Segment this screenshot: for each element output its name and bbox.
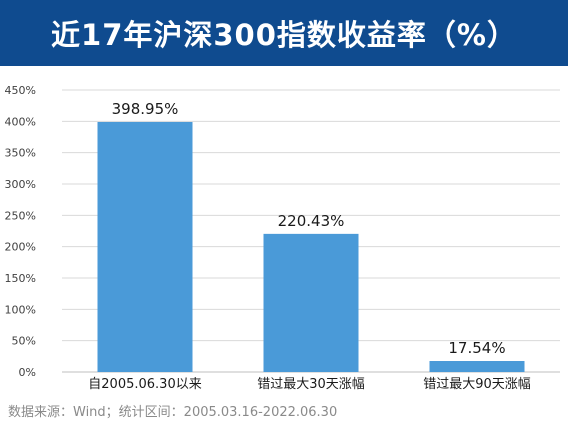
x-axis-categories: 自2005.06.30以来 错过最大30天涨幅 错过最大90天涨幅 bbox=[88, 377, 530, 392]
bar bbox=[97, 121, 193, 372]
y-tick-label: 300% bbox=[5, 178, 36, 191]
chart-title-bar: 近17年沪深300指数收益率（%） bbox=[0, 0, 568, 66]
data-label: 17.54% bbox=[448, 339, 505, 357]
chart-title: 近17年沪深300指数收益率（%） bbox=[51, 18, 517, 52]
bar bbox=[429, 361, 525, 372]
y-tick-label: 100% bbox=[5, 303, 36, 316]
data-label: 398.95% bbox=[112, 100, 179, 118]
y-tick-label: 200% bbox=[5, 241, 36, 254]
data-labels: 398.95% 220.43% 17.54% bbox=[112, 100, 506, 357]
category-label: 自2005.06.30以来 bbox=[88, 377, 201, 392]
bar bbox=[263, 233, 359, 372]
y-tick-label: 0% bbox=[19, 366, 36, 379]
y-axis-ticks: 0% 50% 100% 150% 200% 250% 300% 350% 400% 450% bbox=[5, 84, 36, 379]
bar-chart: 0% 50% 100% 150% 200% 250% 300% 350% 400% 450% 39… bbox=[5, 84, 560, 392]
y-tick-label: 350% bbox=[5, 147, 36, 160]
y-tick-label: 400% bbox=[5, 115, 36, 128]
category-label: 错过最大90天涨幅 bbox=[423, 377, 531, 392]
y-tick-label: 250% bbox=[5, 209, 36, 222]
data-label: 220.43% bbox=[278, 212, 345, 230]
y-tick-label: 450% bbox=[5, 84, 36, 97]
source-note: 数据来源：Wind；统计区间：2005.03.16-2022.06.30 bbox=[8, 405, 338, 420]
y-tick-label: 50% bbox=[12, 335, 36, 348]
category-label: 错过最大30天涨幅 bbox=[257, 377, 365, 392]
bars bbox=[97, 121, 525, 372]
y-tick-label: 150% bbox=[5, 272, 36, 285]
